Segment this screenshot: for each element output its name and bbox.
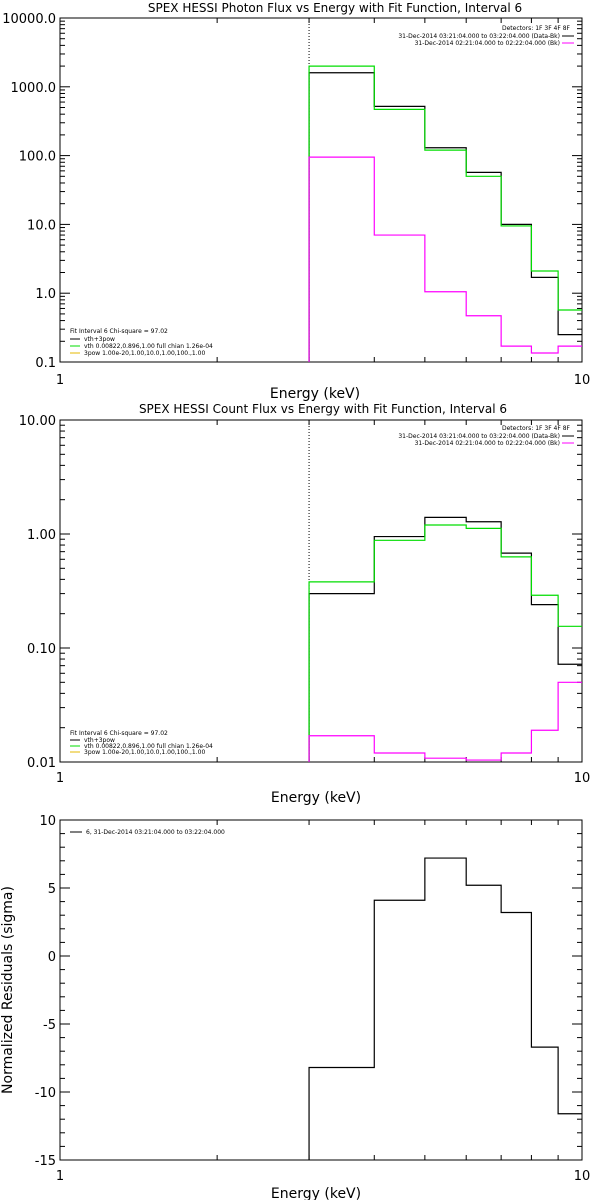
panel3-ytick-labels: -15 -10 -5 0 5 10 [35, 814, 56, 1169]
y-tick-label: 100.0 [19, 150, 56, 165]
panel1-legend-vth: vth 0.00822,0.896,1.00 full chian 1.26e-… [84, 343, 213, 350]
panel3-legend: 6, 31-Dec-2014 03:21:04.000 to 03:22:04.… [70, 829, 225, 836]
panel2-legend-bottom: Fit Interval 6 Chi-square = 97.02 vth+3p… [70, 730, 213, 756]
panel2-xtick-label-10: 10 [574, 771, 591, 786]
series-line-data [308, 72, 582, 362]
panel3-series [308, 857, 582, 1160]
panel1-x-axis-label: Energy (keV) [270, 386, 360, 402]
y-tick-label: 0 [48, 950, 56, 965]
series-line-data [308, 857, 582, 1160]
panel1-ticks [59, 17, 583, 363]
count-flux-panel: SPEX HESSI Count Flux vs Energy with Fit… [19, 402, 590, 806]
y-tick-label: 10000.0 [2, 12, 56, 27]
panel2-legend-3pow: 3pow 1.00e-20,1.00,10.0,1.00,100.,1.00 [84, 749, 205, 756]
y-tick-label: 0.1 [35, 356, 56, 371]
series-line-background [308, 681, 582, 762]
panel2-legend-bk: 31-Dec-2014 02:21:04.000 to 02:22:04.000… [415, 440, 560, 447]
y-tick-label: -5 [43, 1018, 56, 1033]
panel2-title: SPEX HESSI Count Flux vs Energy with Fit… [139, 402, 507, 416]
panel1-xtick-label-10: 10 [574, 373, 591, 388]
panel2-xtick-label-1: 1 [56, 771, 64, 786]
panel2-plot-frame [59, 419, 583, 763]
photon-flux-panel: SPEX HESSI Photon Flux vs Energy with Fi… [2, 1, 590, 402]
panel1-legend-bk: 31-Dec-2014 02:21:04.000 to 02:22:04.000… [415, 40, 560, 47]
panel1-ytick-labels: 0.1 1.0 10.0 100.0 1000.0 10000.0 [2, 12, 56, 371]
panel3-x-axis-label: Energy (keV) [271, 1186, 361, 1200]
y-tick-label: 0.01 [27, 756, 56, 771]
panel2-legend-fit-interval: Fit Interval 6 Chi-square = 97.02 [70, 730, 168, 737]
panel2-legend-data: 31-Dec-2014 03:21:04.000 to 03:22:04.000… [398, 433, 560, 440]
panel3-xtick-label-10: 10 [574, 1169, 591, 1184]
y-tick-label: 5 [48, 882, 56, 897]
y-tick-label: -15 [35, 1154, 56, 1169]
panel1-legend-top: Detectors: 1F 3F 4F 8F 31-Dec-2014 03:21… [398, 25, 574, 47]
y-tick-label: 10.00 [19, 414, 56, 429]
panel2-ticks [59, 419, 583, 763]
panel1-series [308, 65, 582, 362]
y-tick-label: 1.0 [35, 287, 56, 302]
panel2-legend-top: Detectors: 1F 3F 4F 8F 31-Dec-2014 03:21… [398, 425, 574, 447]
panel2-ytick-labels: 0.01 0.10 1.00 10.00 [19, 414, 56, 771]
panel1-legend-data: 31-Dec-2014 03:21:04.000 to 03:22:04.000… [398, 33, 560, 40]
panel3-ticks [59, 819, 583, 1161]
panel1-xtick-label-1: 1 [56, 373, 64, 388]
panel2-x-axis-label: Energy (keV) [271, 790, 361, 806]
panel1-title: SPEX HESSI Photon Flux vs Energy with Fi… [148, 1, 522, 15]
y-tick-label: 1000.0 [11, 81, 57, 96]
panel1-legend-fit-interval: Fit Interval 6 Chi-square = 97.02 [70, 328, 168, 335]
panel2-legend-vth: vth 0.00822,0.896,1.00 full chian 1.26e-… [84, 743, 213, 750]
series-line-model [308, 65, 582, 362]
y-tick-label: 10.0 [27, 218, 56, 233]
panel1-plot-frame [59, 17, 583, 363]
series-line-data [308, 516, 582, 762]
panel2-series [308, 516, 582, 762]
panel2-legend-model: vth+3pow [84, 737, 115, 744]
y-tick-label: 1.00 [27, 528, 56, 543]
panel3-xtick-label-1: 1 [56, 1169, 64, 1184]
residuals-panel: -15 -10 -5 0 5 10 1 10 Energy (keV) Normalize… [0, 814, 590, 1200]
panel3-plot-frame [59, 819, 583, 1161]
panel3-y-axis-label: Normalized Residuals (sigma) [0, 886, 16, 1094]
panel1-legend-model: vth+3pow [84, 336, 115, 343]
y-tick-label: 10 [39, 814, 56, 829]
panel1-legend-3pow: 3pow 1.00e-20,1.00,10.0,1.00,100.,1.00 [84, 350, 205, 357]
panel1-legend-detectors: Detectors: 1F 3F 4F 8F [502, 25, 571, 32]
y-tick-label: 0.10 [27, 642, 56, 657]
series-line-model [308, 524, 582, 762]
panel1-legend-bottom: Fit Interval 6 Chi-square = 97.02 vth+3p… [70, 328, 213, 357]
panel3-legend-label: 6, 31-Dec-2014 03:21:04.000 to 03:22:04.… [86, 829, 225, 836]
y-tick-label: -10 [35, 1086, 56, 1101]
panel2-legend-detectors: Detectors: 1F 3F 4F 8F [502, 425, 571, 432]
series-line-background [308, 156, 582, 362]
